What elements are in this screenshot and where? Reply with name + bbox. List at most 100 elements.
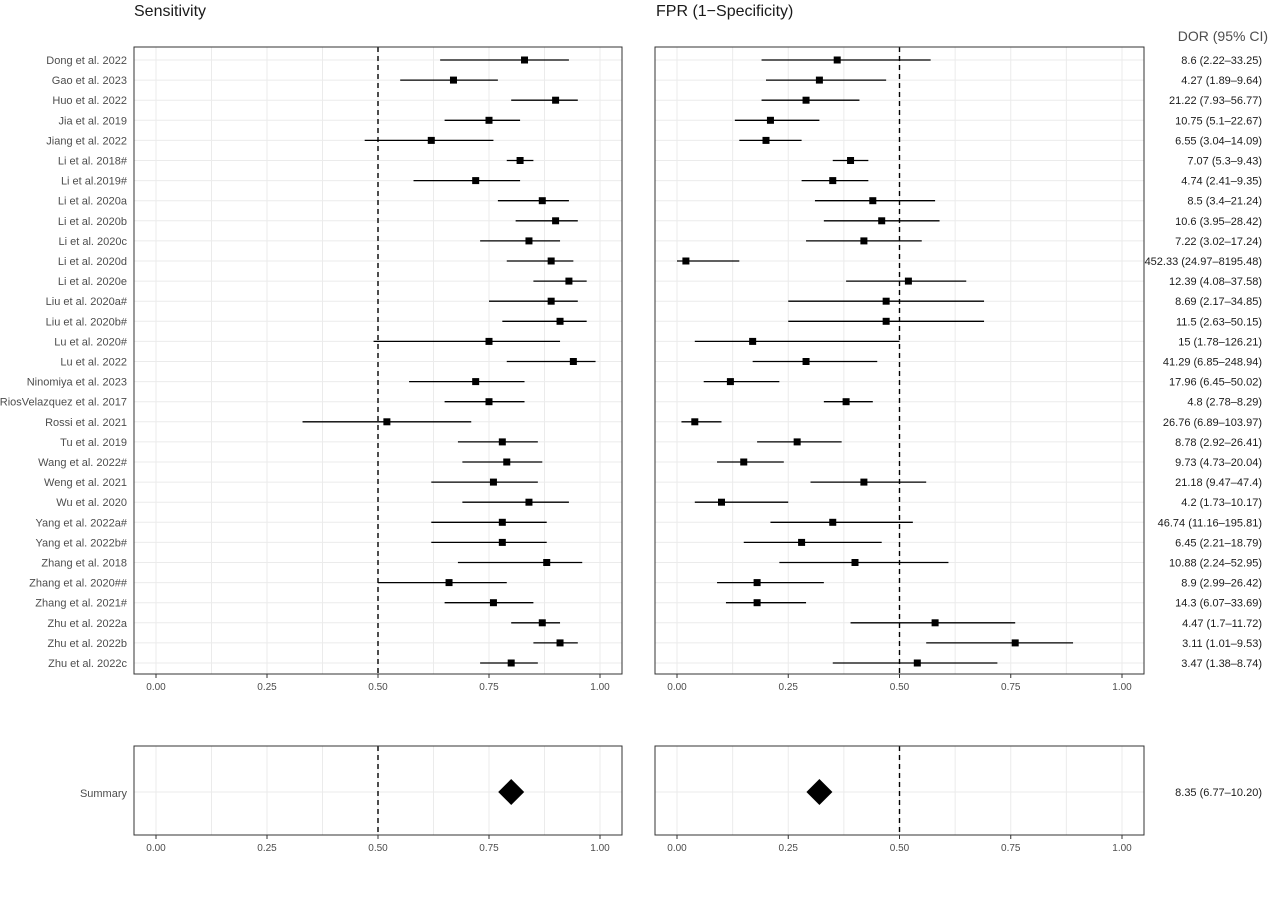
study-label: Liu et al. 2020a# bbox=[46, 296, 128, 308]
fpr-point-estimate bbox=[847, 157, 855, 164]
study-label: Weng et al. 2021 bbox=[44, 477, 127, 489]
grid-layer bbox=[134, 47, 1144, 835]
sensitivity-main-panel-frame bbox=[133, 46, 623, 675]
fpr-point-estimate bbox=[913, 659, 921, 667]
study-label: Wu et al. 2020 bbox=[56, 497, 127, 509]
study-label: Tu et al. 2019 bbox=[60, 437, 127, 449]
fpr-point-estimate bbox=[882, 317, 890, 325]
sensitivity-point-estimate bbox=[538, 197, 546, 205]
study-label: Li et al. 2020a bbox=[58, 196, 128, 208]
fpr-point-estimate bbox=[691, 418, 699, 426]
sensitivity-point-estimate bbox=[569, 358, 577, 365]
fpr-point-estimate bbox=[726, 378, 734, 386]
sensitivity-point-estimate bbox=[521, 56, 529, 64]
fpr-point-estimate bbox=[860, 478, 868, 486]
fpr-main-panel-frame bbox=[654, 46, 1145, 675]
study-label: Ninomiya et al. 2023 bbox=[27, 377, 127, 389]
fpr-point-estimate bbox=[798, 538, 806, 546]
study-label: Zhang et al. 2021# bbox=[35, 598, 128, 610]
sensitivity-summary-tick-label: 0.75 bbox=[479, 843, 499, 854]
fpr-point-estimate bbox=[802, 358, 810, 365]
dor-value: 21.18 (9.47–47.4) bbox=[1175, 477, 1262, 489]
fpr-summary-tick-label: 0.75 bbox=[1001, 843, 1021, 854]
dor-value: 26.76 (6.89–103.97) bbox=[1163, 417, 1262, 429]
dor-value: 4.8 (2.78–8.29) bbox=[1187, 397, 1262, 409]
sensitivity-point-estimate bbox=[498, 538, 506, 546]
fpr-point-estimate bbox=[740, 458, 748, 466]
fpr-main-tick-label: 0.25 bbox=[779, 682, 799, 693]
fpr-point-estimate bbox=[766, 116, 774, 124]
study-label: Li et al. 2020d bbox=[58, 256, 127, 268]
fpr-point-estimate bbox=[882, 297, 890, 305]
sensitivity-main-tick-label: 0.75 bbox=[479, 682, 499, 693]
sensitivity-point-estimate bbox=[498, 518, 506, 526]
sensitivity-point-estimate bbox=[516, 157, 524, 164]
study-label: Jia et al. 2019 bbox=[59, 115, 128, 127]
fpr-point-estimate bbox=[904, 277, 912, 285]
study-label: Huo et al. 2022 bbox=[52, 95, 127, 107]
study-label: Rossi et al. 2021 bbox=[45, 417, 127, 429]
axis-ticks: 0.00 0.25 0.50 0.75 1.00 0.00 0.25 0.50 0.75 1.00… bbox=[146, 674, 1132, 854]
fpr-point-estimate bbox=[829, 518, 837, 526]
fpr-main-tick-label: 0.75 bbox=[1001, 682, 1021, 693]
sensitivity-point-estimate bbox=[556, 639, 564, 647]
dor-value: 9.73 (4.73–20.04) bbox=[1175, 457, 1262, 469]
sensitivity-summary-tick-label: 1.00 bbox=[590, 843, 610, 854]
summary-dor-value: 8.35 (6.77–10.20) bbox=[1175, 787, 1262, 799]
study-marks bbox=[302, 56, 1074, 667]
summary-label: Summary bbox=[80, 788, 128, 800]
dor-column-header: DOR (95% CI) bbox=[1178, 28, 1268, 44]
study-label: Lu et al. 2022 bbox=[60, 357, 127, 369]
dor-value: 3.47 (1.38–8.74) bbox=[1181, 658, 1262, 670]
dor-value: 6.45 (2.21–18.79) bbox=[1175, 537, 1262, 549]
sensitivity-point-estimate bbox=[552, 96, 560, 104]
dor-value: 12.39 (4.08–37.58) bbox=[1169, 276, 1262, 288]
study-label: Zhang et al. 2018 bbox=[41, 558, 127, 570]
study-label: Yang et al. 2022a# bbox=[35, 517, 127, 529]
sensitivity-point-estimate bbox=[485, 337, 493, 345]
sensitivity-point-estimate bbox=[507, 659, 515, 667]
study-label: Lu et al. 2020# bbox=[54, 336, 128, 348]
fpr-point-estimate bbox=[829, 177, 837, 185]
dor-value: 452.33 (24.97–8195.48) bbox=[1145, 256, 1262, 268]
panel-frames bbox=[133, 46, 1145, 836]
study-label: Li et al. 2018# bbox=[58, 156, 128, 168]
fpr-point-estimate bbox=[1011, 639, 1019, 647]
dor-value: 8.69 (2.17–34.85) bbox=[1175, 296, 1262, 308]
summary-marks: Summary 8.35 (6.77–10.20) bbox=[80, 779, 1262, 805]
study-label: Liu et al. 2020b# bbox=[46, 316, 128, 328]
dor-value: 4.74 (2.41–9.35) bbox=[1181, 176, 1262, 188]
sensitivity-main-tick-label: 0.00 bbox=[146, 682, 166, 693]
fpr-summary-tick-label: 0.25 bbox=[779, 843, 799, 854]
reference-lines bbox=[377, 47, 901, 835]
sensitivity-point-estimate bbox=[489, 478, 497, 486]
study-label: Zhu et al. 2022b bbox=[47, 638, 127, 650]
fpr-point-estimate bbox=[931, 619, 939, 627]
dor-value: 10.88 (2.24–52.95) bbox=[1169, 558, 1262, 570]
sensitivity-point-estimate bbox=[525, 498, 533, 506]
sensitivity-point-estimate bbox=[565, 277, 573, 285]
dor-value: 8.78 (2.92–26.41) bbox=[1175, 437, 1262, 449]
sensitivity-main-tick-label: 0.25 bbox=[257, 682, 277, 693]
sensitivity-point-estimate bbox=[498, 438, 506, 446]
fpr-point-estimate bbox=[860, 237, 868, 245]
fpr-point-estimate bbox=[802, 96, 810, 104]
fpr-point-estimate bbox=[682, 257, 690, 265]
study-label: Li et al. 2020b bbox=[58, 216, 127, 228]
dor-value: 4.2 (1.73–10.17) bbox=[1181, 497, 1262, 509]
sensitivity-point-estimate bbox=[427, 136, 435, 144]
dor-value: 10.75 (5.1–22.67) bbox=[1175, 115, 1262, 127]
dor-value: 8.9 (2.99–26.42) bbox=[1181, 578, 1262, 590]
dor-value: 46.74 (11.16–195.81) bbox=[1158, 517, 1262, 529]
study-label: Li et al.2019# bbox=[61, 176, 128, 188]
study-label: Zhu et al. 2022c bbox=[48, 658, 127, 670]
study-label: Dong et al. 2022 bbox=[46, 55, 127, 67]
sensitivity-point-estimate bbox=[449, 76, 457, 84]
fpr-point-estimate bbox=[749, 337, 757, 345]
fpr-point-estimate bbox=[793, 438, 801, 446]
sensitivity-point-estimate bbox=[485, 398, 493, 406]
fpr-point-estimate bbox=[753, 579, 761, 587]
sensitivity-point-estimate bbox=[547, 297, 555, 305]
study-label: Gao et al. 2023 bbox=[52, 75, 127, 87]
